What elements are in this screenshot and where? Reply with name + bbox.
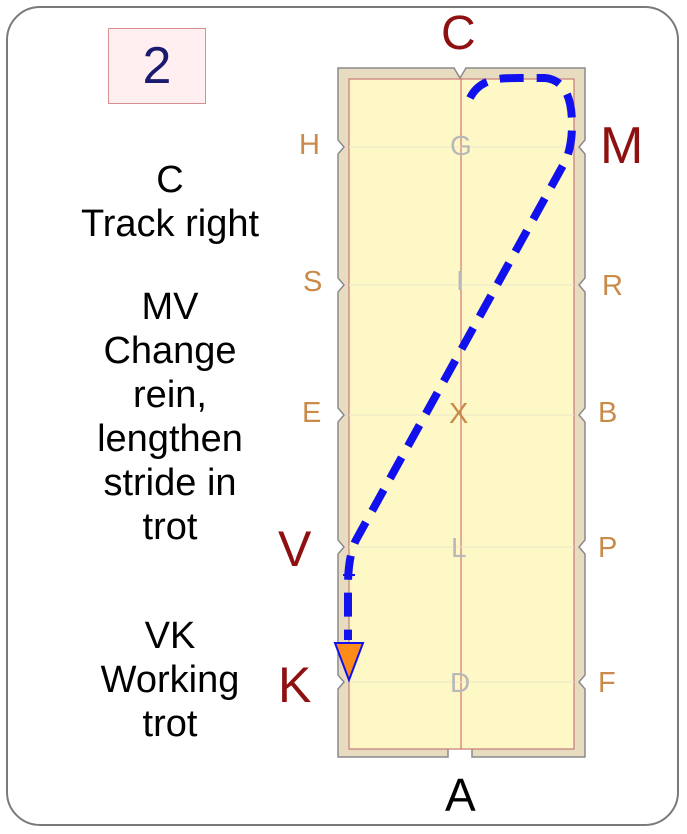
instruction-line: trot — [142, 703, 198, 745]
letter-r: R — [602, 270, 623, 302]
letter-c: C — [441, 7, 476, 60]
instruction-line: stride in — [103, 462, 237, 504]
step-number: 2 — [142, 37, 172, 95]
instruction-c-track-right: C Track right — [40, 158, 300, 246]
instruction-line: VK — [144, 615, 196, 657]
instruction-line: MV — [141, 286, 199, 328]
instruction-mv-change-rein: MV Change rein, lengthen stride in trot — [40, 285, 300, 549]
letter-f: F — [598, 667, 616, 699]
instruction-line: rein, — [133, 374, 207, 416]
letter-v: V — [278, 521, 312, 577]
instruction-line: Change — [103, 330, 237, 372]
letter-h: H — [299, 129, 320, 161]
letter-x: X — [449, 398, 469, 430]
letter-p: P — [598, 532, 618, 564]
letter-e: E — [302, 397, 322, 429]
letter-s: S — [303, 266, 323, 298]
movement-path — [344, 74, 577, 640]
letter-i: I — [456, 265, 464, 296]
instruction-line: Working — [100, 659, 240, 701]
instruction-line: C — [156, 159, 184, 201]
letter-g: G — [450, 130, 472, 161]
letter-b: B — [598, 397, 618, 429]
instruction-vk-working-trot: VK Working trot — [40, 614, 300, 746]
letter-m: M — [600, 117, 644, 175]
instruction-line: trot — [142, 506, 198, 548]
instruction-line: lengthen — [97, 418, 243, 460]
letter-d: D — [450, 667, 471, 698]
letter-k: K — [278, 657, 312, 713]
step-number-box: 2 — [108, 28, 206, 104]
letter-l: L — [451, 532, 467, 563]
direction-arrow — [333, 642, 365, 683]
instruction-line: Track right — [80, 203, 260, 245]
letter-a: A — [445, 769, 476, 821]
